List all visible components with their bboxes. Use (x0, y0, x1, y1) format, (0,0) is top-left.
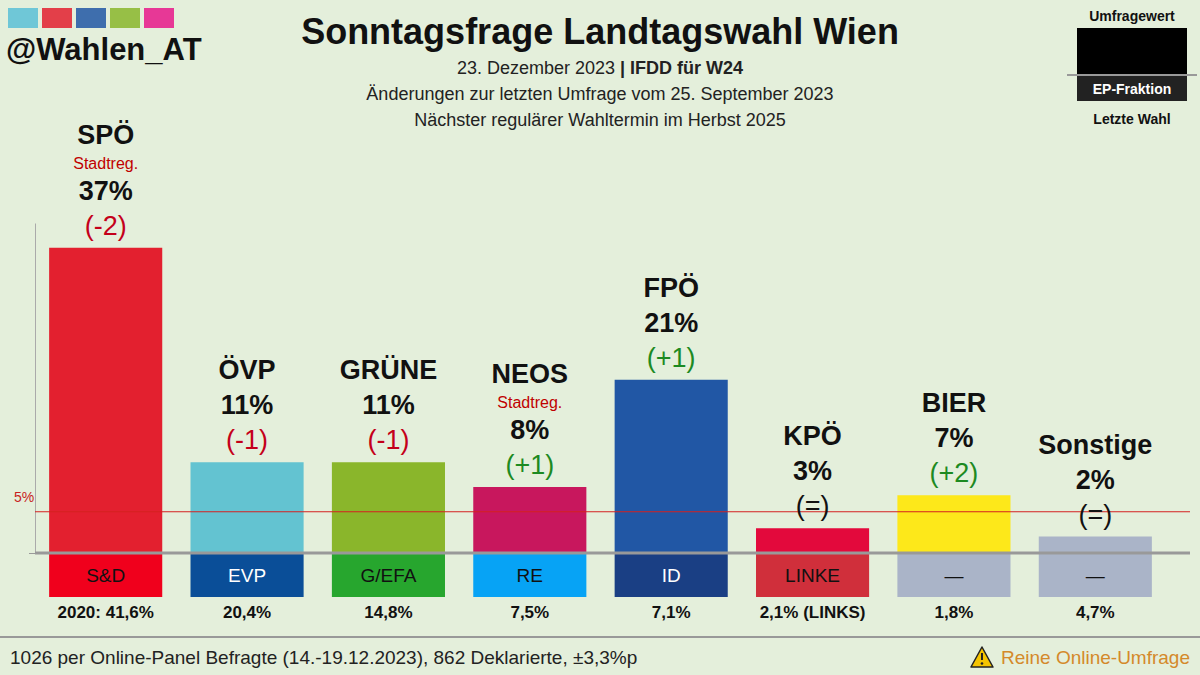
footer-note: 1026 per Online-Panel Befragte (14.-19.1… (10, 647, 637, 668)
logo-square (76, 8, 106, 28)
subtitle-separator: | (615, 58, 630, 78)
category-label: KPÖ (783, 421, 842, 451)
subtitle-date: 23. Dezember 2023 (457, 58, 615, 78)
category-label: GRÜNE (340, 355, 438, 385)
ep-faction-box (332, 553, 445, 597)
y-tick (29, 553, 35, 554)
category-label: Sonstige (1038, 430, 1152, 460)
last-election-label: 2020: 41,6% (57, 603, 153, 622)
last-election-label: 2,1% (LINKS) (760, 603, 866, 622)
bars (49, 248, 1152, 553)
ep-faction-label: EVP (228, 565, 266, 586)
baseline (35, 552, 1190, 555)
value-label: 2% (1076, 465, 1115, 495)
ep-faction-label: RE (517, 565, 543, 586)
legend-baseline (1067, 74, 1197, 76)
legend-last-label: Letzte Wahl (1093, 111, 1170, 127)
category-label: ÖVP (219, 355, 276, 385)
bar (49, 248, 162, 553)
ep-faction-label: LINKE (785, 565, 840, 586)
value-label: 37% (79, 176, 133, 206)
ep-faction-box (191, 553, 304, 597)
subtitle-date-line: 23. Dezember 2023 | IFDD für W24 (457, 58, 743, 78)
warning-triangle (971, 647, 993, 667)
legend-faction-label: EP-Fraktion (1093, 81, 1172, 97)
title: Sonntagsfrage Landtagswahl Wien (301, 11, 899, 52)
y-tick-mark (29, 553, 35, 554)
ep-faction-box (615, 553, 728, 597)
chart-svg: @Wahlen_AT Sonntagsfrage Landtagswahl Wie… (0, 0, 1200, 675)
logo-square (8, 8, 38, 28)
ep-faction-label: ID (662, 565, 681, 586)
bar (191, 462, 304, 553)
category-label: FPÖ (643, 273, 699, 303)
threshold-label: 5% (14, 489, 34, 505)
legend-value-box (1077, 28, 1187, 75)
subtitle: Änderungen zur letzten Umfrage vom 25. S… (366, 84, 833, 104)
value-label: 11% (221, 390, 274, 420)
footer-warning: Reine Online-Umfrage (1001, 647, 1190, 668)
value-label: 3% (793, 456, 832, 486)
warning-icon (971, 647, 993, 667)
header: @Wahlen_AT (6, 32, 202, 67)
change-label: (=) (796, 491, 830, 521)
warning-dot (981, 662, 984, 665)
last-election-label: 14,8% (364, 603, 412, 622)
last-election-label: 7,5% (510, 603, 549, 622)
value-label: 11% (362, 390, 415, 420)
government-label: Stadtreg. (73, 155, 138, 172)
change-label: (-1) (367, 425, 409, 455)
logo-square (110, 8, 140, 28)
ep-faction-box (473, 553, 586, 597)
ep-faction-label: S&D (86, 565, 125, 586)
change-label: (=) (1078, 500, 1112, 530)
subtitle-source: IFDD für W24 (630, 58, 743, 78)
ep-faction-label: — (944, 565, 963, 586)
ep-faction-box (1039, 553, 1152, 597)
background (0, 0, 1200, 675)
change-label: (-1) (226, 425, 268, 455)
change-label: (-2) (85, 211, 127, 241)
footer-rule (0, 636, 1200, 638)
chart-container: @Wahlen_AT Sonntagsfrage Landtagswahl Wie… (0, 0, 1200, 675)
last-election-label: 1,8% (935, 603, 974, 622)
threshold-line (35, 511, 1190, 512)
logo-square (42, 8, 72, 28)
category-label: NEOS (492, 359, 569, 389)
government-label: Stadtreg. (497, 394, 562, 411)
last-election-label: 7,1% (652, 603, 691, 622)
legend-faction-box (1077, 76, 1187, 101)
category-label: BIER (922, 388, 987, 418)
bar (332, 462, 445, 553)
category-label: SPÖ (77, 120, 134, 150)
y-axis-line (35, 224, 36, 554)
ep-faction-label: G/EFA (360, 565, 416, 586)
bar (473, 487, 586, 553)
bar (1039, 537, 1152, 554)
subtitle: Nächster regulärer Wahltermin im Herbst … (414, 110, 785, 130)
ep-faction-box (756, 553, 869, 597)
change-label: (+1) (505, 450, 554, 480)
ep-faction-label: — (1086, 565, 1105, 586)
warning-bar (981, 653, 983, 660)
bar (756, 528, 869, 553)
bar (897, 495, 1010, 553)
ep-faction-box (49, 553, 162, 597)
bar (615, 380, 728, 553)
ep-faction-box (897, 553, 1010, 597)
last-election-label: 4,7% (1076, 603, 1115, 622)
logo-square (144, 8, 174, 28)
value-label: 8% (510, 415, 549, 445)
last-election-label: 20,4% (223, 603, 271, 622)
change-label: (+2) (930, 458, 979, 488)
change-label: (+1) (647, 343, 696, 373)
legend-value-label: Umfragewert (1089, 8, 1175, 24)
value-label: 7% (934, 423, 973, 453)
value-label: 21% (644, 308, 698, 338)
